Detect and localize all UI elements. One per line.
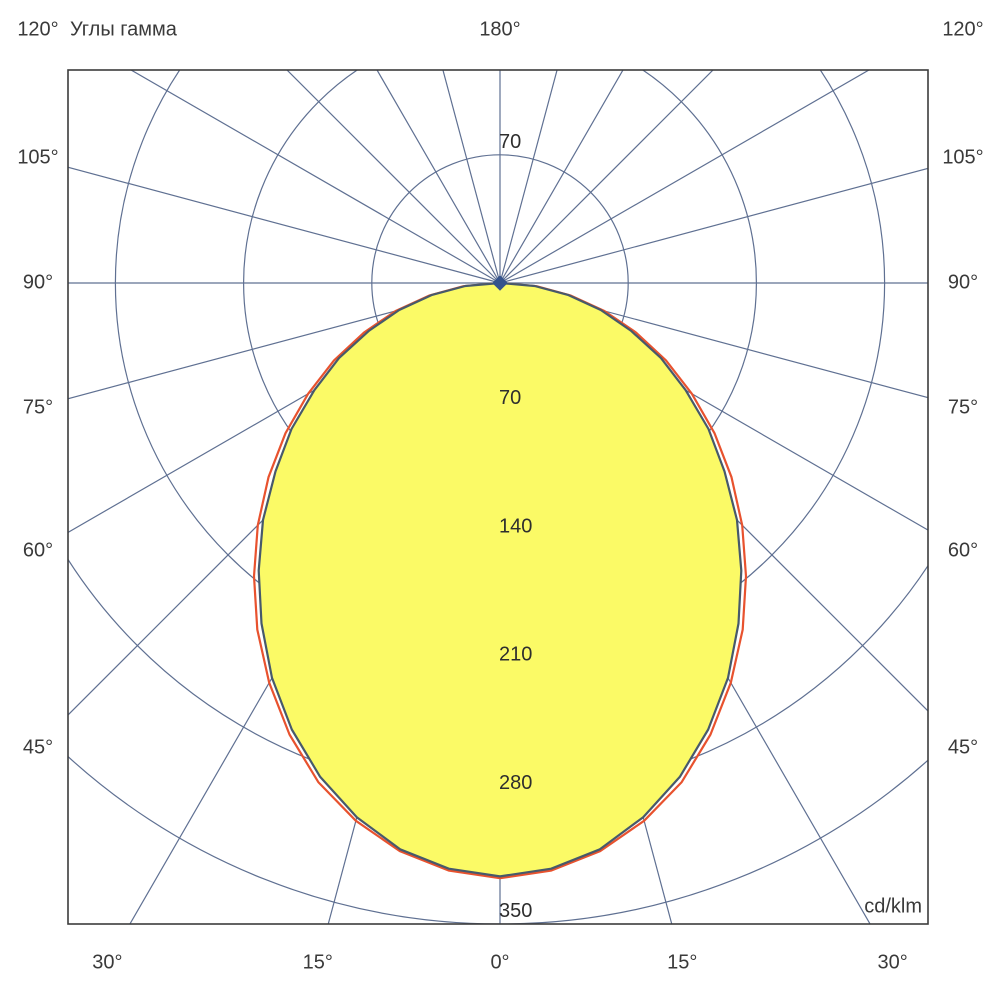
gamma-label-left-120: 120° — [17, 18, 59, 41]
grid-spoke-135 — [499, 70, 714, 284]
grid-spoke-150 — [499, 70, 624, 284]
gamma-label-right-75: 75° — [947, 396, 979, 419]
gamma-label-right-105: 105° — [942, 146, 984, 169]
gamma-label-right-90: 90° — [947, 271, 979, 294]
grid-spoke--75 — [68, 282, 501, 400]
gamma-label-left-90: 90° — [22, 271, 54, 294]
gamma-label-left-45: 45° — [22, 736, 54, 759]
grid-spoke--120 — [129, 70, 501, 284]
grid-spoke-165 — [499, 70, 558, 284]
grid-spoke--165 — [442, 70, 501, 284]
grid-spoke--150 — [376, 70, 501, 284]
grid-spoke--105 — [68, 166, 501, 284]
radial-tick-280-down: 280 — [499, 772, 532, 794]
gamma-label-left-75: 75° — [22, 396, 54, 419]
gamma-label-bottom-4: 15° — [667, 951, 698, 974]
curve-c0-c180 — [257, 281, 743, 878]
gamma-label-bottom-1: 30° — [92, 951, 123, 974]
gamma-label-bottom-3: 0° — [490, 951, 510, 974]
gamma-label-left-60: 60° — [22, 539, 54, 562]
grid-spoke--135 — [286, 70, 501, 284]
gamma-label-right-60: 60° — [947, 539, 979, 562]
radial-tick-210-down: 210 — [499, 644, 532, 666]
gamma-label-right-45: 45° — [947, 736, 979, 759]
grid-spoke-105 — [499, 167, 928, 284]
radial-tick-70-down: 70 — [499, 387, 521, 409]
gamma-label-right-120: 120° — [942, 18, 984, 41]
radial-tick-140-down: 140 — [499, 515, 532, 537]
radial-tick-70-up: 70 — [499, 131, 521, 153]
gamma-label-bottom-2: 15° — [302, 951, 333, 974]
gamma-label-top-180: 180° — [479, 18, 521, 41]
curve-c90-c270 — [252, 281, 748, 880]
gamma-label-left-105: 105° — [17, 146, 59, 169]
grid-spoke-120 — [499, 70, 871, 284]
radial-tick-350-down: 350 — [499, 900, 532, 922]
grid-spoke-75 — [499, 282, 928, 399]
units-label: cd/klm — [864, 895, 922, 918]
page-title: Углы гамма — [70, 18, 177, 41]
gamma-label-bottom-5: 30° — [877, 951, 908, 974]
plot-border — [67, 69, 929, 925]
